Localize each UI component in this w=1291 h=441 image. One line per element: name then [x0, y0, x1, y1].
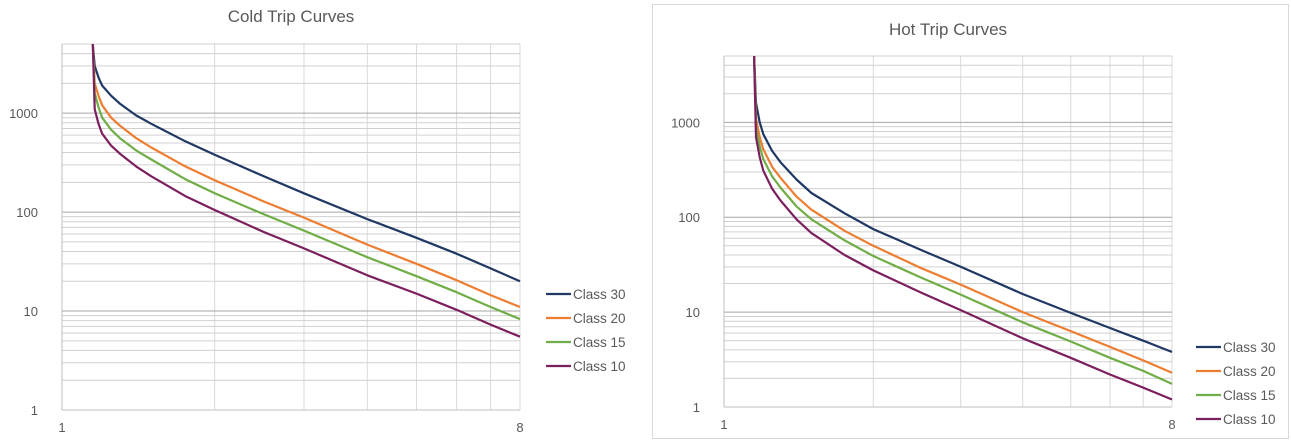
- hot-x-tick-label: 8: [1168, 417, 1175, 432]
- cold-series-line-class-15: [91, 43, 521, 321]
- cold-x-tick-label: 8: [516, 420, 523, 435]
- hot-y-tick-label: 100: [678, 210, 700, 225]
- hot-y-tick-label: 10: [686, 305, 700, 320]
- cold-legend-label: Class 15: [573, 335, 626, 350]
- hot-gridlines: [724, 55, 1173, 408]
- cold-trip-chart: Cold Trip Curves 1 10 100 1000 1 8 Class 30 Clas…: [0, 0, 645, 441]
- hot-trip-chart: Hot Trip Curves 1 10 100 1000 1 8 Class 30 Class…: [652, 4, 1289, 439]
- hot-y-tick-label: 1000: [671, 115, 700, 130]
- cold-legend: Class 30 Class 20 Class 15 Class 10: [546, 287, 626, 374]
- cold-chart-title: Cold Trip Curves: [228, 7, 355, 26]
- hot-legend-label: Class 15: [1223, 388, 1276, 403]
- cold-y-tick-label: 1: [31, 403, 38, 418]
- cold-series-line-class-20: [91, 43, 521, 309]
- hot-legend-label: Class 30: [1223, 340, 1276, 355]
- cold-legend-label: Class 20: [573, 311, 626, 326]
- hot-legend-label: Class 10: [1223, 412, 1276, 427]
- hot-series-line-class-10: [753, 55, 1173, 401]
- cold-x-tick-label: 1: [58, 420, 65, 435]
- hot-y-tick-label: 1: [693, 400, 700, 415]
- cold-y-tick-label: 1000: [9, 106, 38, 121]
- cold-legend-label: Class 30: [573, 287, 626, 302]
- cold-y-tick-label: 10: [24, 304, 38, 319]
- cold-legend-label: Class 10: [573, 359, 626, 374]
- cold-series-line-class-10: [91, 43, 521, 338]
- hot-x-tick-label: 1: [720, 417, 727, 432]
- hot-legend-label: Class 20: [1223, 364, 1276, 379]
- hot-series-line-class-30: [753, 55, 1173, 354]
- hot-legend: Class 30 Class 20 Class 15 Class 10: [1196, 340, 1276, 427]
- cold-gridlines: [62, 43, 521, 411]
- hot-chart-title: Hot Trip Curves: [889, 20, 1007, 39]
- cold-series-line-class-30: [91, 43, 521, 283]
- cold-y-tick-label: 100: [16, 205, 38, 220]
- hot-series-line-class-20: [753, 55, 1173, 374]
- hot-series-line-class-15: [753, 55, 1173, 385]
